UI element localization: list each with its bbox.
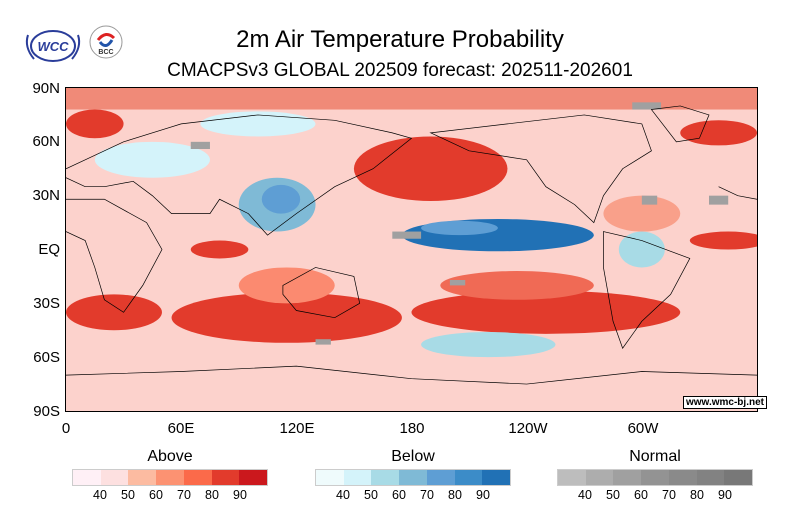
x-label-60e: 60E xyxy=(167,420,195,437)
y-label-60s: 60S xyxy=(33,349,60,366)
probability-map xyxy=(65,87,758,412)
legend-swatch xyxy=(316,470,344,485)
y-label-90n: 90N xyxy=(32,80,60,97)
legend-tick: 70 xyxy=(662,488,676,502)
legend-swatch xyxy=(724,470,753,485)
y-label-30n: 30N xyxy=(32,187,60,204)
legend-title: Below xyxy=(391,448,435,465)
legend-ticks: 40 50 60 70 80 90 xyxy=(315,486,511,502)
legend-swatch xyxy=(585,470,614,485)
y-label-30s: 30S xyxy=(33,295,60,312)
legend-swatch xyxy=(641,470,669,485)
y-label-90s: 90S xyxy=(33,403,60,420)
legend-swatch xyxy=(211,470,240,485)
x-label-60w: 60W xyxy=(627,420,659,437)
legend-swatch xyxy=(183,470,212,485)
legend-colorbar xyxy=(557,469,753,486)
legend-tick: 50 xyxy=(606,488,620,502)
legend-tick: 70 xyxy=(177,488,191,502)
wcc-logo: WCC xyxy=(22,25,84,70)
legend-normal: Normal 40 50 60 70 80 90 xyxy=(557,448,753,502)
svg-text:BCC: BCC xyxy=(98,49,113,56)
legend-tick: 80 xyxy=(690,488,704,502)
legend-swatch xyxy=(482,470,511,485)
legend-swatch xyxy=(156,470,184,485)
x-label-180: 180 xyxy=(399,420,425,437)
legend-tick: 40 xyxy=(336,488,350,502)
legend-title: Normal xyxy=(629,448,681,465)
legend-tick: 50 xyxy=(364,488,378,502)
legend-swatch xyxy=(696,470,725,485)
legend-swatch xyxy=(371,470,400,485)
legend-swatch xyxy=(454,470,483,485)
watermark: www.wmc-bj.net xyxy=(683,396,767,409)
bcc-logo: BCC xyxy=(88,24,124,65)
legend-ticks: 40 50 60 70 80 90 xyxy=(557,486,753,502)
legend-below: Below 40 50 60 70 80 90 xyxy=(315,448,511,502)
legend-swatch xyxy=(128,470,157,485)
chart-title: 2m Air Temperature Probability xyxy=(236,26,564,53)
svg-text:WCC: WCC xyxy=(37,39,69,54)
legend-tick: 40 xyxy=(93,488,107,502)
legend-title: Above xyxy=(147,448,193,465)
coastlines xyxy=(66,106,757,384)
legend-swatch xyxy=(239,470,268,485)
legend-swatch xyxy=(73,470,101,485)
legend-above: Above 40 50 60 70 80 90 xyxy=(72,448,268,502)
legend-swatch xyxy=(399,470,427,485)
normal-regions xyxy=(190,102,729,345)
legend-ticks: 40 50 60 70 80 90 xyxy=(72,486,268,502)
x-label-120e: 120E xyxy=(279,420,315,437)
x-label-0: 0 xyxy=(61,420,71,437)
legend-colorbar xyxy=(315,469,511,486)
legend-tick: 60 xyxy=(634,488,648,502)
below-regions xyxy=(94,111,665,358)
y-label-60n: 60N xyxy=(32,133,60,150)
legend-swatch xyxy=(613,470,642,485)
legend-swatch xyxy=(426,470,455,485)
legend-tick: 90 xyxy=(476,488,490,502)
legend-tick: 40 xyxy=(578,488,592,502)
legend-colorbar xyxy=(72,469,268,486)
y-label-eq: EQ xyxy=(38,241,60,258)
legend-tick: 80 xyxy=(205,488,219,502)
legend-swatch xyxy=(100,470,129,485)
legend-tick: 70 xyxy=(420,488,434,502)
legend-tick: 50 xyxy=(121,488,135,502)
legend-swatch xyxy=(558,470,586,485)
legend-swatch xyxy=(668,470,697,485)
legend-tick: 80 xyxy=(448,488,462,502)
chart-subtitle: CMACPSv3 GLOBAL 202509 forecast: 202511-… xyxy=(167,60,633,81)
legend-tick: 90 xyxy=(718,488,732,502)
legend-tick: 60 xyxy=(149,488,163,502)
above-regions xyxy=(66,88,757,343)
legend-swatch xyxy=(343,470,372,485)
x-label-120w: 120W xyxy=(508,420,548,437)
legend-tick: 90 xyxy=(233,488,247,502)
legend-tick: 60 xyxy=(392,488,406,502)
